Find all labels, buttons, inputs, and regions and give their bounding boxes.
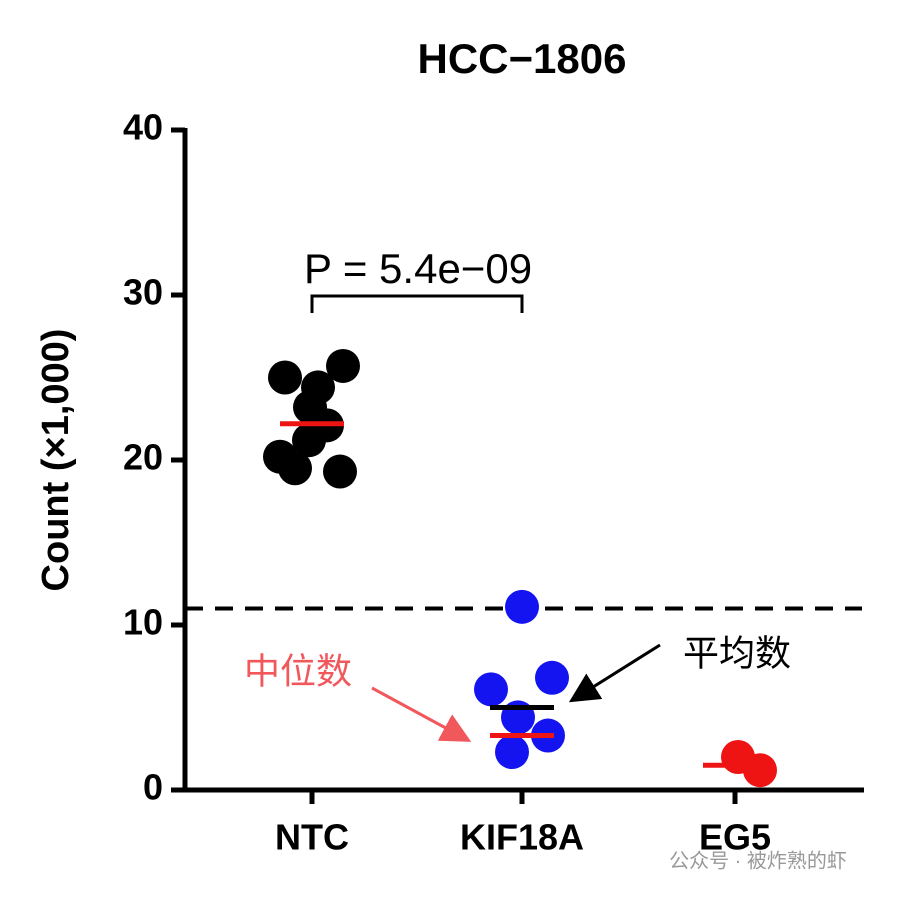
- p-bracket: [310, 294, 524, 313]
- p-value: P = 5.4e−09: [304, 245, 532, 292]
- dot: [535, 660, 569, 695]
- dot: [505, 589, 539, 624]
- annotation-arrow: [568, 643, 661, 703]
- y-tick-label: 10: [123, 602, 163, 643]
- dot: [743, 753, 777, 788]
- y-axis-label: Count (×1,000): [35, 329, 77, 592]
- annotation: 中位数: [244, 651, 352, 692]
- y-tick-label: 40: [123, 107, 163, 148]
- annotation: 平均数: [683, 633, 791, 674]
- x-tick-label: EG5: [699, 817, 771, 858]
- dot: [474, 672, 508, 707]
- dot: [326, 348, 360, 383]
- dot: [495, 735, 529, 770]
- dot: [278, 451, 312, 486]
- dot: [268, 360, 302, 395]
- annotation-arrow: [371, 686, 472, 742]
- y-tick-label: 20: [123, 437, 163, 478]
- x-tick-label: NTC: [275, 817, 349, 858]
- chart-title: HCC−1806: [418, 35, 627, 82]
- y-tick-label: 30: [123, 272, 163, 313]
- y-tick-label: 0: [143, 767, 163, 808]
- x-tick-label: KIF18A: [460, 817, 584, 858]
- watermark: 公众号 · 被炸熟的虾: [669, 849, 847, 872]
- dot: [323, 454, 357, 489]
- dot: [292, 423, 326, 458]
